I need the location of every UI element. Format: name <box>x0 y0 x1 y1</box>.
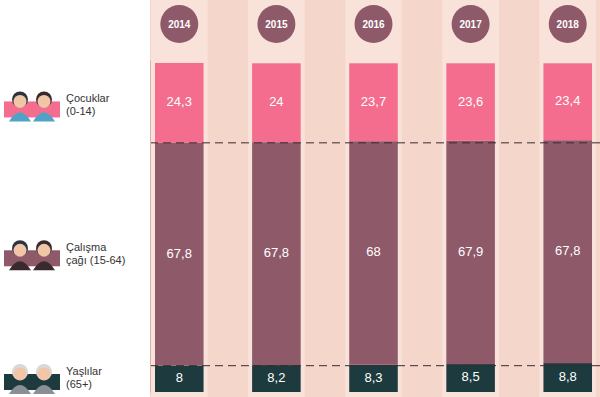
guide-line <box>150 365 600 366</box>
bar <box>155 63 204 143</box>
column-backgrounds <box>151 0 596 397</box>
data-label: 8,2 <box>267 370 285 385</box>
data-label: 24,3 <box>167 94 192 109</box>
icon-head <box>14 95 27 108</box>
data-label: 8,8 <box>559 369 577 384</box>
legend-label-line: Çocuklar <box>66 92 110 104</box>
bar <box>349 141 398 365</box>
data-label: 23,6 <box>458 94 483 109</box>
axis-line <box>150 61 151 393</box>
icon-hair <box>36 364 52 380</box>
bar <box>543 140 592 363</box>
icon-head <box>38 95 51 108</box>
data-label: 8,3 <box>364 370 382 385</box>
legend-swatch <box>4 374 60 390</box>
legend-label: Çalışmaçağı (15-64) <box>66 241 125 266</box>
x-tick-label: 2017 <box>459 19 482 30</box>
column-background <box>539 0 596 397</box>
bar <box>252 63 301 142</box>
chart: 8 8,2 8,3 8,5 8,8 67,8 67,8 68 67,9 67,8 24,3 24 23,… <box>0 0 600 397</box>
year-badge <box>355 5 393 43</box>
plot-background <box>150 0 600 397</box>
legend-label-line: (65+) <box>66 377 92 389</box>
legend-item: Çocuklar(0-14) <box>4 91 110 121</box>
x-tick-label: 2016 <box>362 19 385 30</box>
bar <box>446 141 495 364</box>
icon-hair <box>36 91 52 107</box>
icon-head <box>38 244 51 257</box>
bar <box>543 63 592 140</box>
x-tick-label: 2014 <box>168 19 191 30</box>
data-label: 67,9 <box>458 244 483 259</box>
bar <box>349 365 398 392</box>
icon-head <box>14 368 27 381</box>
year-badge <box>257 5 295 43</box>
legend-label: Çocuklar(0-14) <box>66 92 110 117</box>
data-label: 8,5 <box>462 369 480 384</box>
data-label: 23,4 <box>555 93 580 108</box>
icon-body <box>33 112 55 121</box>
series-bars <box>155 63 592 143</box>
data-label: 68 <box>366 244 380 259</box>
icon-head <box>14 244 27 257</box>
legend-label-line: Çalışma <box>66 241 107 253</box>
y-axis <box>150 61 151 393</box>
bar <box>543 363 592 392</box>
legend-label-line: (0-14) <box>66 105 95 117</box>
data-label: 67,8 <box>264 245 289 260</box>
legend-swatch <box>4 101 60 117</box>
data-labels: 8 8,2 8,3 8,5 8,8 67,8 67,8 68 67,9 67,8 24,3 24 23,… <box>167 93 581 385</box>
icon-body <box>9 112 31 121</box>
icon-hair <box>12 240 28 256</box>
legend-item: Çalışmaçağı (15-64) <box>4 240 125 270</box>
legend-swatch <box>4 250 60 266</box>
bars <box>150 63 600 392</box>
year-badge <box>549 5 587 43</box>
icon-hair <box>36 240 52 256</box>
icon-body <box>33 261 55 270</box>
icon-body <box>9 385 31 394</box>
legend-item: Yaşlılar(65+) <box>4 364 102 394</box>
year-badge <box>452 5 490 43</box>
column-background <box>345 0 402 397</box>
data-label: 67,8 <box>555 243 580 258</box>
data-label: 8 <box>176 370 183 385</box>
year-badge <box>160 5 198 43</box>
bar <box>252 142 301 365</box>
data-label: 67,8 <box>167 246 192 261</box>
bar <box>155 143 204 366</box>
x-tick: 2016 <box>362 19 385 30</box>
icon-hair <box>12 364 28 380</box>
legend-label-line: Yaşlılar <box>66 364 102 376</box>
year-badges <box>160 5 586 43</box>
icon-hair <box>12 91 28 107</box>
bar <box>155 366 204 392</box>
icon-head <box>38 368 51 381</box>
x-tick: 2014 <box>168 19 191 30</box>
column-background <box>151 0 208 397</box>
icon-body <box>9 261 31 270</box>
legend-label-line: çağı (15-64) <box>66 254 125 266</box>
legend: Yaşlılar(65+) Çalışmaçağı (15-64) Çocuklar… <box>4 91 125 394</box>
bar <box>252 365 301 392</box>
bar <box>446 63 495 141</box>
x-tick-label: 2018 <box>557 19 580 30</box>
column-background <box>248 0 305 397</box>
x-tick: 2017 <box>459 19 482 30</box>
data-label: 23,7 <box>361 94 386 109</box>
x-tick-label: 2015 <box>265 19 288 30</box>
x-tick: 2018 <box>557 19 580 30</box>
column-background <box>442 0 499 397</box>
series-bars <box>155 363 592 392</box>
bar <box>349 63 398 141</box>
guide-line <box>150 142 600 143</box>
legend-label: Yaşlılar(65+) <box>66 364 102 389</box>
bar <box>446 364 495 392</box>
x-tick: 2015 <box>265 19 288 30</box>
x-axis: 2014 2015 2016 2017 2018 <box>168 19 579 30</box>
icon-body <box>33 385 55 394</box>
data-label: 24 <box>269 94 283 109</box>
series-bars <box>155 140 592 365</box>
